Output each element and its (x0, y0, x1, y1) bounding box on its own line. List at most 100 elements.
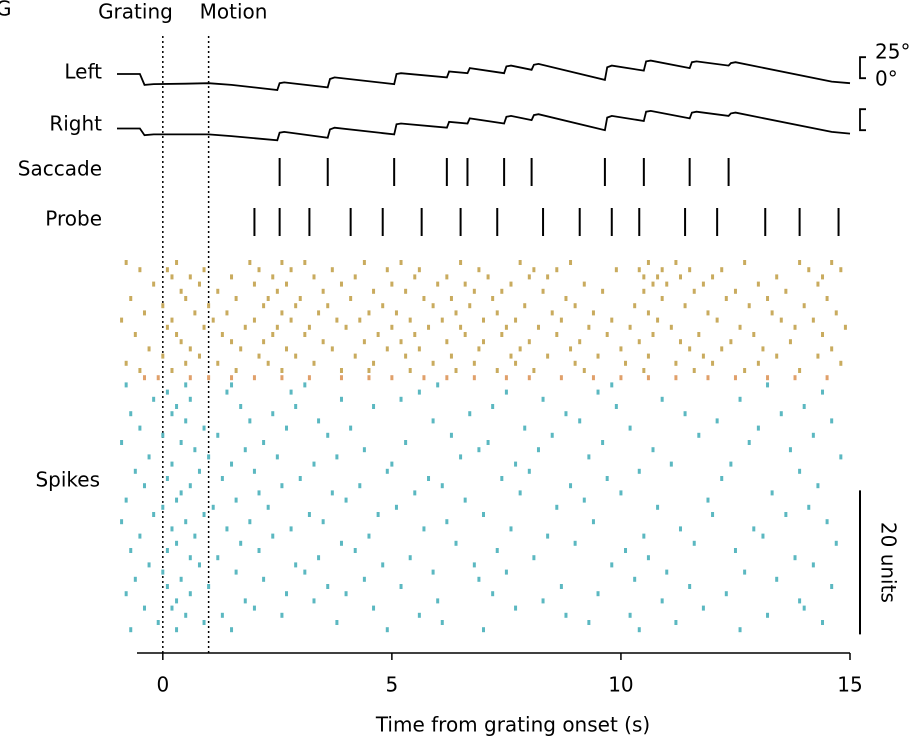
spike (271, 411, 275, 417)
spike (706, 375, 710, 381)
spike (743, 368, 747, 373)
spike (582, 368, 586, 373)
spike (738, 324, 742, 330)
spike (532, 368, 536, 373)
spike (569, 260, 573, 265)
spike (559, 317, 563, 323)
spike (660, 296, 664, 301)
spike (326, 432, 330, 438)
spike (234, 497, 238, 503)
spike (807, 504, 811, 510)
spike (230, 339, 234, 345)
spike (692, 540, 696, 546)
spike (766, 382, 770, 388)
spike (477, 447, 481, 453)
spike (614, 267, 618, 273)
spike (330, 490, 334, 496)
spike (230, 382, 234, 388)
spike (500, 332, 504, 337)
spike (463, 497, 467, 503)
spike (811, 432, 815, 438)
spike (784, 512, 788, 517)
spike (472, 288, 476, 294)
spike (802, 404, 806, 409)
spike (252, 605, 256, 611)
scale-bracket (859, 108, 866, 132)
spike (165, 548, 169, 553)
spike (436, 281, 440, 287)
spike (197, 468, 201, 474)
spike (756, 425, 760, 431)
spike (449, 296, 453, 301)
spike (262, 303, 266, 309)
spike (518, 490, 522, 496)
spike (335, 317, 339, 323)
spike (642, 533, 646, 539)
trace-label: Right (49, 112, 102, 136)
spike (161, 432, 165, 438)
spike (701, 605, 705, 611)
spike (353, 353, 357, 359)
spike (669, 461, 673, 467)
spike (294, 303, 298, 309)
spike (179, 576, 183, 582)
spike (156, 375, 160, 381)
spike (656, 274, 660, 280)
spike (436, 598, 440, 604)
spike (482, 627, 485, 633)
spike (280, 612, 284, 618)
spike (367, 368, 371, 373)
spike (628, 324, 632, 330)
spike (775, 576, 779, 582)
spike (564, 612, 568, 618)
spike (367, 375, 371, 381)
spike (706, 497, 710, 503)
spike (294, 353, 298, 359)
spike (546, 274, 550, 280)
spike (408, 317, 412, 323)
spike (243, 324, 247, 330)
spike (230, 461, 234, 467)
spike (175, 540, 179, 546)
spike (688, 267, 692, 273)
spike (546, 353, 550, 359)
spike (404, 440, 408, 445)
spike (445, 519, 449, 525)
spike (642, 288, 646, 294)
spike (821, 389, 825, 395)
spike (459, 454, 463, 460)
spike (248, 260, 252, 265)
spike (339, 396, 343, 402)
spike (175, 404, 179, 409)
eye-trace (117, 59, 851, 91)
spike (211, 504, 215, 510)
spike (339, 540, 343, 546)
spike (358, 317, 362, 323)
spike (243, 598, 247, 604)
spike (257, 267, 261, 273)
spike (477, 267, 481, 273)
spike (239, 540, 243, 546)
spike (385, 468, 389, 474)
spike (225, 526, 229, 532)
spike (605, 332, 609, 337)
spike (610, 382, 614, 388)
spike (321, 288, 325, 294)
spike (729, 339, 733, 345)
spike (312, 274, 316, 280)
spike (188, 375, 192, 381)
spike (660, 598, 664, 604)
spike (651, 281, 655, 287)
spike (674, 620, 678, 625)
spike (280, 375, 284, 381)
spike (692, 368, 696, 373)
spike (367, 533, 371, 539)
spike (431, 569, 435, 575)
spike (353, 548, 357, 553)
spike (683, 303, 687, 309)
spike (816, 353, 820, 359)
spike (683, 411, 687, 417)
spike (390, 281, 394, 287)
spike (821, 620, 825, 625)
spike (225, 310, 229, 316)
